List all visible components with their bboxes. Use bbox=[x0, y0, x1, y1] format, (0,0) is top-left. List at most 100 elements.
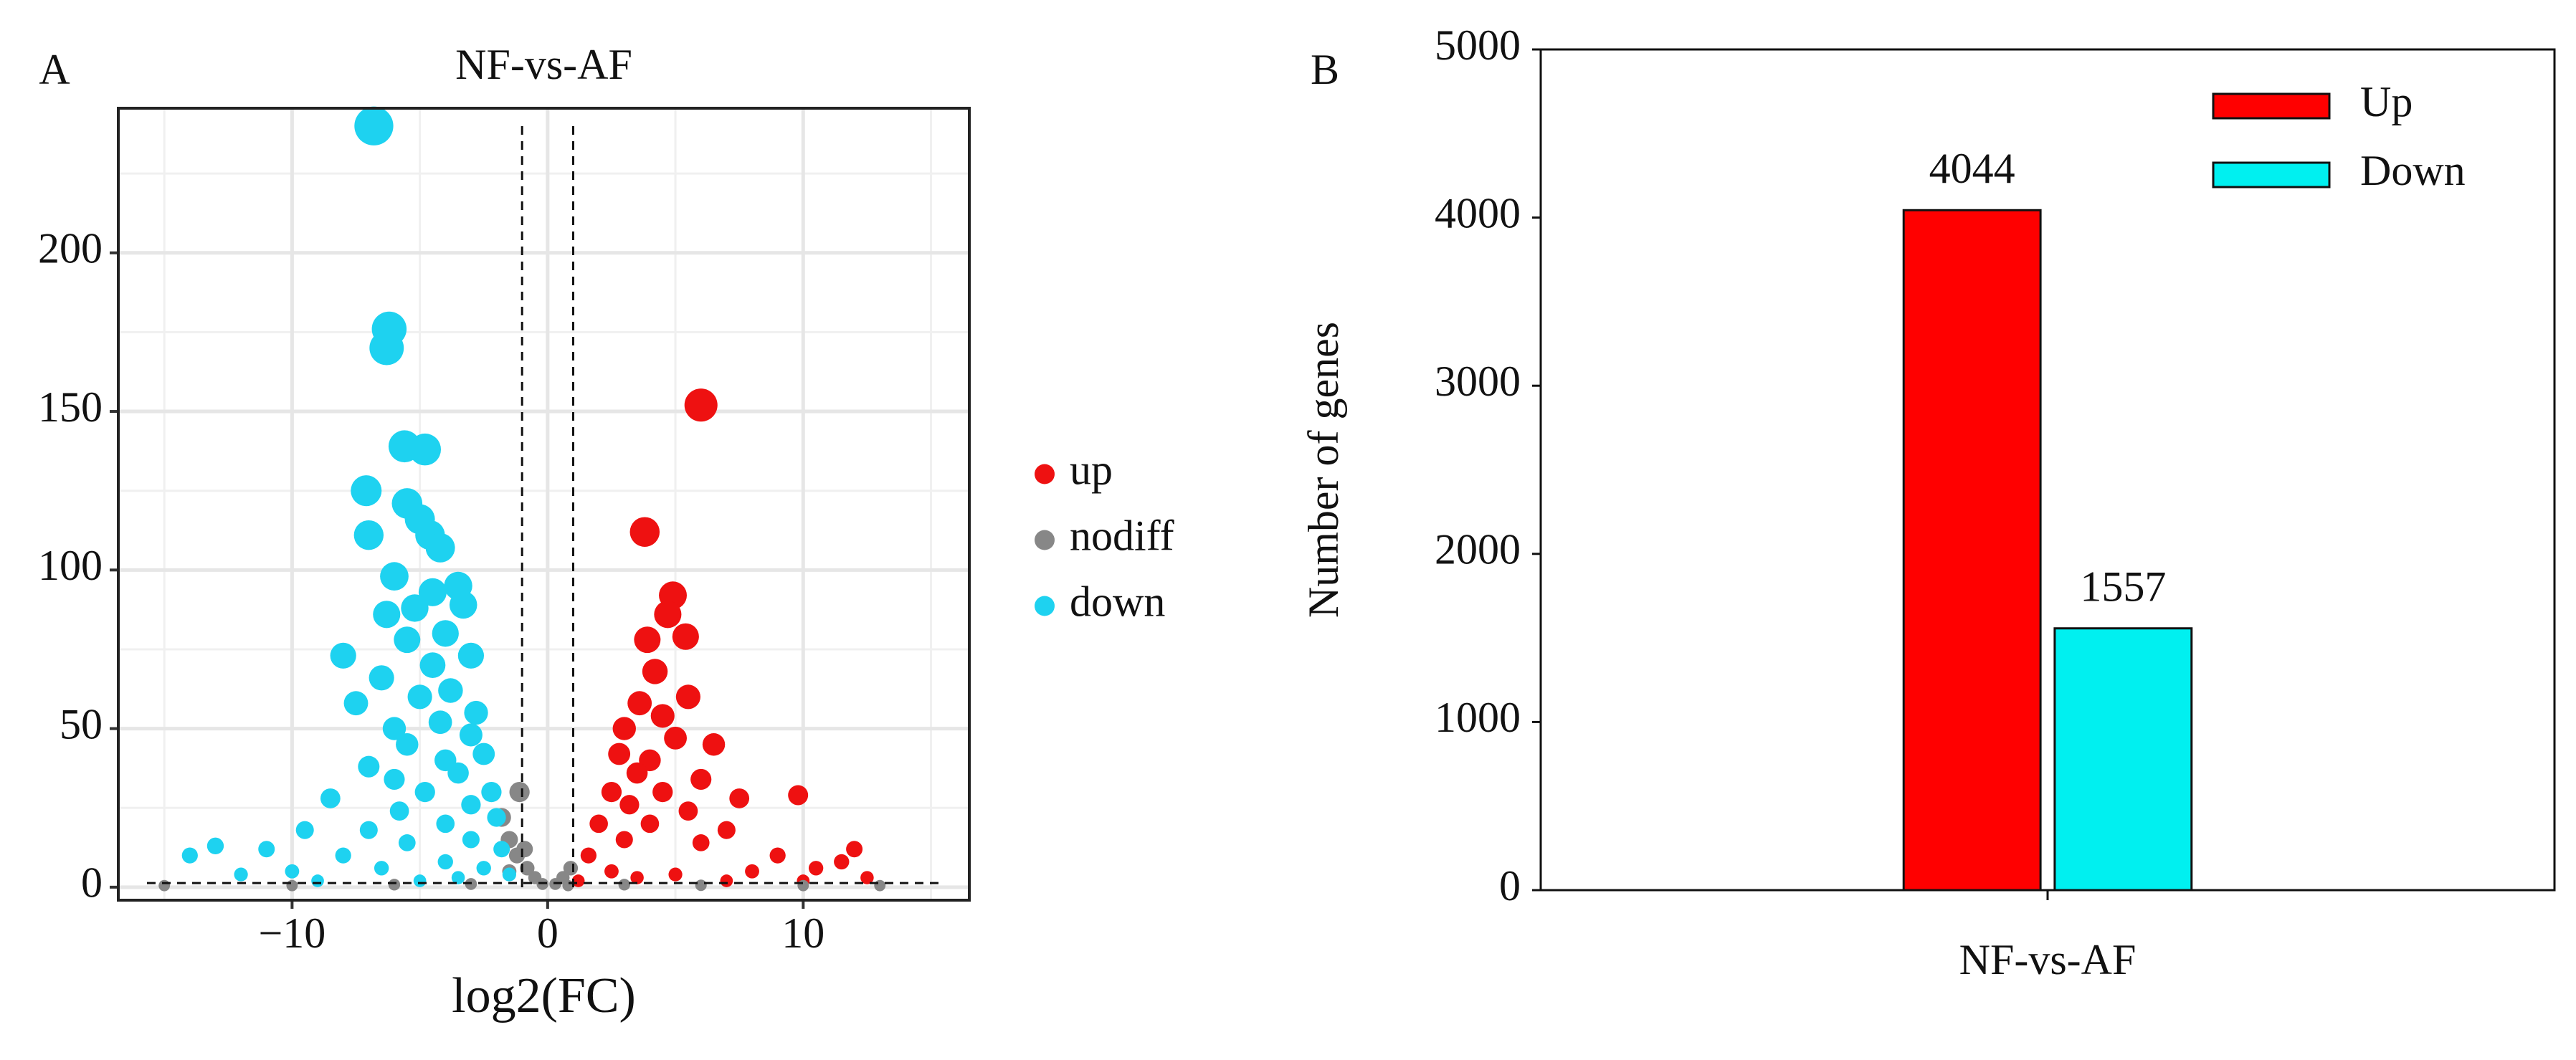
point bbox=[563, 861, 579, 876]
point bbox=[158, 879, 171, 892]
point bbox=[335, 847, 351, 864]
point bbox=[409, 433, 442, 466]
plot-frame bbox=[117, 107, 971, 902]
point bbox=[428, 710, 452, 735]
legend-swatch bbox=[1035, 596, 1055, 616]
point bbox=[457, 642, 485, 669]
y-tick-label: 50 bbox=[60, 700, 103, 748]
point bbox=[860, 871, 874, 884]
legend-label: Down bbox=[2360, 147, 2466, 194]
point bbox=[654, 601, 682, 629]
point bbox=[286, 879, 298, 892]
point bbox=[384, 768, 405, 790]
point bbox=[601, 781, 622, 803]
point bbox=[447, 762, 469, 784]
point bbox=[684, 388, 718, 422]
y-tick-label: 100 bbox=[38, 542, 103, 589]
point bbox=[846, 841, 863, 858]
legend-swatch bbox=[2212, 92, 2331, 120]
legend-swatch bbox=[1035, 464, 1055, 484]
point bbox=[464, 700, 488, 725]
point bbox=[401, 594, 429, 622]
point bbox=[295, 821, 314, 839]
legend-swatch bbox=[1035, 530, 1055, 550]
point bbox=[618, 879, 630, 891]
panel-label: A bbox=[39, 46, 70, 93]
point bbox=[745, 864, 759, 879]
point bbox=[650, 704, 675, 728]
point bbox=[311, 874, 324, 887]
point bbox=[604, 864, 619, 879]
point bbox=[695, 879, 707, 892]
legend-label: nodiff bbox=[1070, 512, 1174, 559]
point bbox=[343, 691, 369, 716]
point bbox=[369, 330, 404, 366]
y-tick-label: 1000 bbox=[1435, 694, 1521, 741]
point bbox=[717, 821, 736, 839]
point bbox=[642, 659, 668, 684]
point bbox=[629, 517, 660, 547]
point bbox=[351, 475, 382, 507]
point bbox=[675, 684, 700, 710]
point bbox=[729, 788, 750, 808]
point bbox=[808, 861, 824, 876]
legend-swatch bbox=[2212, 161, 2331, 188]
y-tick-label: 5000 bbox=[1435, 22, 1521, 69]
y-tick-label: 0 bbox=[81, 859, 103, 907]
point bbox=[612, 717, 636, 740]
point bbox=[389, 801, 409, 821]
point bbox=[520, 861, 535, 876]
y-tick-label: 4000 bbox=[1435, 189, 1521, 237]
chart-title: NF-vs-AF bbox=[455, 41, 632, 88]
point bbox=[834, 854, 850, 870]
point bbox=[373, 601, 401, 629]
point bbox=[797, 879, 809, 892]
point bbox=[354, 106, 394, 145]
point bbox=[374, 861, 389, 876]
point bbox=[690, 768, 712, 790]
point bbox=[438, 678, 463, 703]
point bbox=[436, 814, 455, 834]
point bbox=[502, 867, 516, 882]
point bbox=[589, 814, 608, 834]
x-tick-label: −10 bbox=[258, 909, 325, 957]
legend-label: down bbox=[1070, 578, 1165, 625]
y-axis-title: Number of genes bbox=[1300, 322, 1347, 618]
point bbox=[788, 785, 809, 806]
point bbox=[388, 879, 401, 891]
point bbox=[481, 781, 502, 803]
point bbox=[451, 871, 465, 884]
data-label: 1557 bbox=[2080, 563, 2166, 610]
point bbox=[461, 795, 481, 815]
point bbox=[476, 861, 491, 876]
point bbox=[580, 847, 597, 864]
point bbox=[398, 834, 416, 851]
point bbox=[652, 781, 673, 803]
point bbox=[630, 871, 644, 884]
point bbox=[380, 562, 409, 591]
point bbox=[234, 867, 248, 882]
point bbox=[320, 788, 341, 808]
point bbox=[206, 837, 224, 855]
point bbox=[449, 591, 477, 619]
y-tick-label: 3000 bbox=[1435, 358, 1521, 405]
point bbox=[419, 652, 446, 678]
point bbox=[678, 801, 698, 821]
point bbox=[608, 743, 631, 765]
point bbox=[634, 626, 661, 654]
point bbox=[640, 814, 660, 834]
point bbox=[619, 795, 640, 815]
point bbox=[369, 665, 394, 691]
point bbox=[562, 879, 574, 892]
point bbox=[330, 642, 356, 669]
point bbox=[413, 874, 427, 887]
point bbox=[487, 808, 506, 827]
point bbox=[407, 684, 432, 710]
point bbox=[769, 847, 786, 864]
point bbox=[692, 834, 710, 851]
y-tick-label: 150 bbox=[38, 383, 103, 431]
point bbox=[432, 620, 459, 647]
point bbox=[285, 864, 300, 879]
point bbox=[418, 578, 447, 606]
point bbox=[396, 732, 419, 756]
